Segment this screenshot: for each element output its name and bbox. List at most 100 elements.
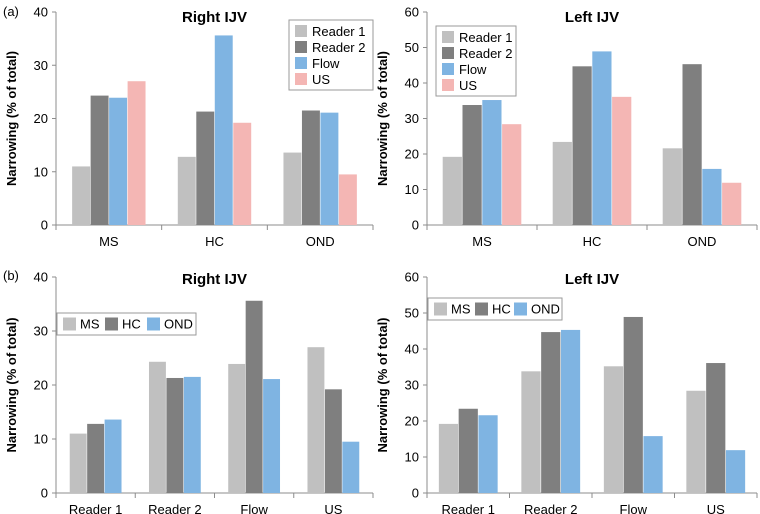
- bar: [233, 122, 252, 225]
- y-axis-label: Narrowing (% of total): [375, 317, 390, 452]
- bar: [502, 124, 522, 225]
- bar: [228, 363, 246, 493]
- chart-1: Left IJV Narrowing (% of total) 0 10 20 30 40 5…: [375, 5, 758, 249]
- y-axis-label: Narrowing (% of total): [375, 51, 390, 186]
- legend-label: Reader 2: [459, 46, 512, 61]
- bar: [686, 390, 706, 493]
- bar: [442, 156, 462, 225]
- legend-label: HC: [122, 317, 141, 332]
- bar: [722, 182, 742, 225]
- legend-label: MS: [451, 302, 471, 317]
- x-tick-label: OND: [306, 234, 335, 249]
- x-tick-label: Reader 1: [69, 502, 122, 514]
- legend-label: Reader 1: [312, 24, 365, 39]
- bar: [592, 51, 612, 225]
- legend-swatch: [434, 302, 447, 316]
- bar: [320, 112, 339, 225]
- legend-label: Reader 2: [312, 40, 365, 55]
- chart-2: Right IJV Narrowing (% of total) 0 10 20 30 40…: [4, 270, 374, 514]
- x-tick-label: Flow: [620, 502, 648, 514]
- bar: [90, 95, 109, 225]
- y-tick-label: 20: [34, 111, 48, 126]
- y-tick-label: 40: [34, 5, 48, 20]
- legend-label: US: [459, 78, 477, 93]
- y-tick-label: 30: [34, 324, 48, 339]
- y-tick-label: 40: [405, 76, 419, 91]
- chart-title: Left IJV: [565, 9, 619, 26]
- bar: [87, 423, 105, 493]
- bar: [552, 141, 572, 225]
- x-tick-label: MS: [99, 234, 119, 249]
- y-tick-label: 40: [405, 342, 419, 357]
- bar: [612, 96, 632, 225]
- bar: [342, 441, 360, 493]
- bar: [196, 111, 215, 225]
- bar: [603, 366, 624, 493]
- y-tick-label: 0: [41, 218, 48, 233]
- legend-swatch: [514, 302, 527, 316]
- legend-label: OND: [531, 302, 560, 317]
- y-tick-label: 40: [34, 270, 48, 285]
- bar: [283, 152, 302, 225]
- bar: [69, 433, 87, 493]
- bar: [183, 376, 201, 493]
- bar: [438, 423, 459, 493]
- legend-swatch: [442, 63, 454, 75]
- bar: [338, 174, 357, 225]
- chart-0: Right IJV Narrowing (% of total) 0 10 20 30 40…: [4, 5, 374, 249]
- legend-box: [427, 297, 563, 321]
- bar: [72, 166, 91, 225]
- bar: [560, 329, 581, 493]
- x-tick-label: Flow: [240, 502, 268, 514]
- legend-swatch: [63, 317, 76, 331]
- x-tick-label: Reader 1: [442, 502, 495, 514]
- y-tick-label: 50: [405, 306, 419, 321]
- legend-swatch: [295, 41, 307, 53]
- legend-label: Reader 1: [459, 30, 512, 45]
- legend-swatch: [147, 317, 160, 331]
- legend-label: Flow: [312, 56, 340, 71]
- y-axis-label: Narrowing (% of total): [4, 51, 19, 186]
- x-tick-label: Reader 2: [524, 502, 577, 514]
- bar: [702, 168, 722, 225]
- bar: [245, 300, 263, 493]
- bar: [572, 66, 592, 225]
- legend-swatch: [105, 317, 118, 331]
- bar: [541, 332, 561, 493]
- chart-title: Left IJV: [565, 271, 619, 288]
- y-tick-label: 20: [405, 414, 419, 429]
- y-tick-label: 10: [34, 164, 48, 179]
- x-tick-label: MS: [472, 234, 492, 249]
- y-axis-label: Narrowing (% of total): [4, 317, 19, 452]
- legend-swatch: [295, 57, 307, 69]
- legend-swatch: [442, 47, 454, 59]
- y-tick-label: 20: [405, 147, 419, 162]
- bar: [706, 363, 726, 493]
- bar: [643, 436, 663, 493]
- y-tick-label: 30: [34, 58, 48, 73]
- bar: [148, 361, 166, 493]
- bar: [166, 377, 184, 493]
- chart-3: Left IJV Narrowing (% of total) 0 10 20 30 40 5…: [375, 270, 758, 514]
- y-tick-label: 10: [34, 432, 48, 447]
- legend-swatch: [475, 302, 488, 316]
- bar: [462, 105, 482, 225]
- bar: [662, 148, 682, 225]
- y-tick-label: 30: [405, 378, 419, 393]
- panel-label-b: (b): [3, 268, 19, 283]
- x-tick-label: US: [707, 502, 725, 514]
- x-tick-label: US: [324, 502, 342, 514]
- y-tick-label: 50: [405, 40, 419, 55]
- legend-swatch: [295, 73, 307, 85]
- bar: [104, 419, 122, 493]
- y-tick-label: 10: [405, 182, 419, 197]
- bar: [458, 408, 478, 493]
- bar: [682, 64, 702, 225]
- legend-label: HC: [492, 302, 511, 317]
- legend-box: [56, 312, 197, 336]
- bar: [177, 156, 196, 225]
- bar: [324, 389, 342, 493]
- y-tick-label: 0: [412, 486, 419, 501]
- bar: [127, 81, 146, 225]
